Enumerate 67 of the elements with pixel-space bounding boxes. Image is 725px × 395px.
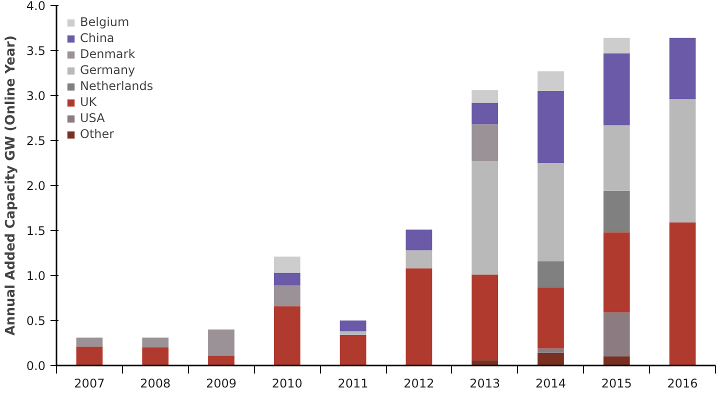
bar bbox=[340, 320, 366, 332]
bar bbox=[603, 312, 630, 356]
bar bbox=[669, 99, 696, 222]
legend-label: USA bbox=[80, 111, 105, 125]
y-tick-label: 0.5 bbox=[26, 314, 46, 328]
bar bbox=[669, 222, 696, 366]
bar bbox=[274, 285, 300, 306]
legend-label: Netherlands bbox=[80, 79, 154, 93]
y-tick-label: 2.0 bbox=[26, 179, 46, 193]
bar bbox=[669, 38, 696, 100]
bar bbox=[538, 91, 564, 163]
legend-label: Belgium bbox=[80, 15, 130, 29]
legend-label: Germany bbox=[80, 63, 136, 77]
legend-label: China bbox=[80, 31, 114, 45]
bar bbox=[142, 348, 169, 366]
bar bbox=[538, 71, 564, 91]
y-tick-label: 3.0 bbox=[26, 89, 46, 103]
bar bbox=[603, 356, 630, 366]
bar bbox=[538, 163, 564, 262]
bar bbox=[472, 274, 498, 360]
bar bbox=[472, 90, 498, 103]
bar bbox=[472, 360, 498, 366]
x-tick-label: 2016 bbox=[667, 376, 698, 390]
y-tick-label: 2.5 bbox=[26, 134, 46, 148]
bar bbox=[142, 338, 169, 348]
x-tick-label: 2014 bbox=[535, 376, 566, 390]
bar bbox=[208, 356, 234, 366]
bar bbox=[538, 287, 564, 348]
bar bbox=[603, 232, 630, 312]
bar bbox=[603, 38, 630, 54]
x-tick-label: 2009 bbox=[206, 376, 237, 390]
bar bbox=[340, 334, 366, 366]
x-tick-label: 2012 bbox=[404, 376, 434, 390]
bar bbox=[472, 102, 498, 124]
bar bbox=[472, 124, 498, 162]
bar bbox=[406, 250, 432, 268]
y-tick-label: 1.0 bbox=[26, 269, 46, 283]
legend-label: Denmark bbox=[80, 47, 136, 61]
bar bbox=[274, 306, 300, 366]
bar bbox=[538, 352, 564, 366]
bar bbox=[472, 161, 498, 275]
y-tick-label: 0.0 bbox=[26, 359, 46, 373]
legend-label: Other bbox=[80, 127, 114, 141]
bar bbox=[406, 268, 432, 366]
bar bbox=[76, 338, 103, 347]
y-tick-label: 3.5 bbox=[26, 44, 46, 58]
bar bbox=[406, 230, 432, 250]
bar bbox=[603, 53, 630, 126]
y-tick-label: 1.5 bbox=[26, 224, 46, 238]
bar bbox=[208, 330, 234, 356]
bar bbox=[340, 331, 366, 335]
x-tick-label: 2008 bbox=[140, 376, 171, 390]
legend-label: UK bbox=[80, 95, 98, 109]
y-tick-label: 4.0 bbox=[26, 0, 46, 13]
bar bbox=[538, 348, 564, 353]
bar bbox=[603, 190, 630, 232]
x-tick-label: 2010 bbox=[272, 376, 302, 390]
y-axis-title: Annual Added Capacity GW (Online Year) bbox=[3, 35, 18, 336]
x-tick-label: 2011 bbox=[338, 376, 368, 390]
bar bbox=[603, 125, 630, 191]
bar bbox=[76, 346, 103, 366]
x-tick-label: 2015 bbox=[601, 376, 632, 390]
bar bbox=[274, 272, 300, 286]
bar bbox=[274, 256, 300, 273]
x-tick-label: 2007 bbox=[74, 376, 105, 390]
bar bbox=[538, 261, 564, 288]
x-tick-label: 2013 bbox=[470, 376, 500, 390]
